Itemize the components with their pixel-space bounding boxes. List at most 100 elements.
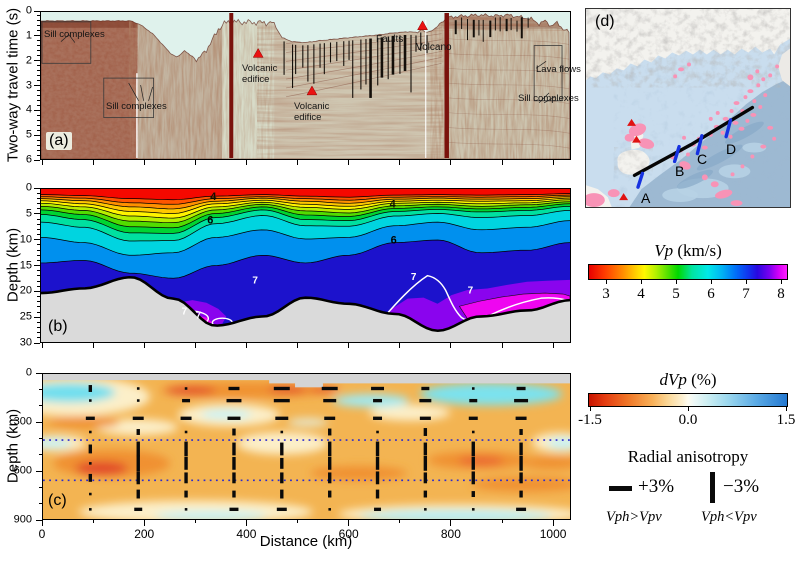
axis-tick	[37, 259, 40, 261]
axis-tick	[37, 144, 40, 146]
svg-text:7: 7	[182, 306, 188, 317]
axis-tick	[605, 280, 607, 284]
axis-tick	[37, 45, 40, 47]
axis-tick	[348, 343, 350, 348]
dvp-colorbar-tick-label: -1.5	[578, 412, 602, 428]
vp-colorbar-tick-label: 7	[742, 286, 750, 302]
axis-tick	[37, 223, 40, 225]
axis-tick	[194, 520, 196, 523]
axis-tick	[41, 160, 43, 165]
axis-tick	[399, 520, 401, 523]
panel-a-seismic-section	[40, 11, 571, 160]
axis-tick	[37, 25, 40, 27]
axis-tick	[450, 343, 452, 348]
axis-tick-label: 20	[19, 284, 32, 297]
axis-tick	[710, 280, 712, 284]
axis-tick-label: 6	[25, 153, 32, 166]
anisotropy-legend-title: Radial anisotropy	[627, 447, 749, 466]
axis-tick	[501, 160, 503, 165]
axis-tick	[399, 160, 401, 165]
axis-tick-label: 400	[236, 527, 257, 541]
axis-tick	[37, 80, 40, 82]
axis-tick	[34, 134, 40, 136]
axis-tick	[348, 160, 350, 165]
axis-tick	[687, 407, 689, 411]
label-lava-flows: Lava flows	[536, 64, 581, 75]
panel-a-tag: (a)	[46, 132, 72, 150]
axis-tick	[37, 228, 40, 230]
axis-tick	[39, 388, 42, 390]
profile-break-line	[136, 73, 138, 159]
axis-tick	[37, 114, 40, 116]
axis-tick	[37, 15, 40, 17]
axis-tick	[143, 160, 145, 165]
axis-tick	[37, 208, 40, 210]
masked-lithosphere-strip	[269, 374, 570, 384]
axis-tick	[34, 316, 40, 318]
axis-tick-label: 30	[19, 336, 32, 349]
axis-tick-label: 1000	[539, 527, 567, 541]
axis-tick	[36, 470, 42, 472]
axis-tick	[37, 301, 40, 303]
axis-tick	[297, 343, 299, 348]
axis-tick	[92, 520, 94, 523]
label-volcanic-edifice-2: Volcanic edifice	[294, 101, 330, 123]
axis-tick	[501, 343, 503, 348]
leader-lines	[538, 92, 556, 104]
dvp-colorbar-tick-label: 1.5	[776, 412, 796, 428]
vp-colorbar-tick-label: 3	[602, 286, 610, 302]
svg-text:4: 4	[390, 199, 396, 211]
axis-tick	[36, 372, 42, 374]
dvp-symbol: dVp	[659, 370, 687, 389]
label-sill-complexes-2: Sill complexes	[106, 101, 167, 112]
axis-tick-label: 800	[440, 527, 461, 541]
svg-text:4: 4	[210, 191, 216, 203]
axis-tick	[37, 30, 40, 32]
leader-lines	[128, 82, 153, 101]
axis-tick-label: 4	[25, 103, 32, 116]
vp-colorbar-tick-label: 4	[637, 286, 645, 302]
svg-text:7: 7	[411, 272, 417, 283]
axis-tick	[37, 311, 40, 313]
axis-tick	[34, 60, 40, 62]
axis-tick-label: 1	[25, 29, 32, 42]
axis-tick	[37, 197, 40, 199]
axis-tick	[552, 160, 554, 165]
axis-tick	[39, 486, 42, 488]
axis-tick	[37, 20, 40, 22]
leader-lines	[60, 34, 76, 43]
axis-tick	[194, 343, 196, 348]
axis-tick-label: 15	[19, 259, 32, 271]
axis-tick	[745, 280, 747, 284]
dvp-colorbar-tick-label: 0.0	[678, 412, 698, 428]
axis-tick	[552, 520, 554, 526]
map-land	[586, 9, 790, 207]
axis-tick	[41, 343, 43, 348]
axis-tick	[37, 40, 40, 42]
anisotropy-positive-sublabel: Vph>Vpv	[606, 509, 662, 525]
axis-tick	[36, 421, 42, 423]
axis-tick	[37, 192, 40, 194]
map-volcano-triangle-icon	[632, 135, 641, 143]
axis-tick	[37, 296, 40, 297]
anisotropy-positive-symbol	[609, 486, 632, 491]
axis-tick	[37, 139, 40, 141]
axis-tick	[37, 50, 40, 52]
vp-colorbar	[588, 264, 788, 280]
map-profile-tick-marks	[636, 118, 733, 189]
map-profile-label-A: A	[641, 190, 651, 206]
axis-tick	[37, 203, 40, 204]
axis-tick	[37, 327, 40, 328]
anisotropy-positive-label: +3%	[638, 476, 675, 497]
dvp-colorbar	[588, 393, 788, 407]
masked-lithosphere-strip	[295, 374, 323, 388]
map-volcano-triangle-icon	[627, 118, 637, 126]
svg-text:6: 6	[391, 234, 397, 246]
axis-tick	[92, 160, 94, 165]
label-volcano: Volcano	[416, 42, 452, 53]
axis-tick	[245, 520, 247, 526]
axis-tick	[39, 437, 42, 439]
panel-c-tag: (c)	[48, 492, 67, 509]
axis-tick	[37, 332, 40, 334]
